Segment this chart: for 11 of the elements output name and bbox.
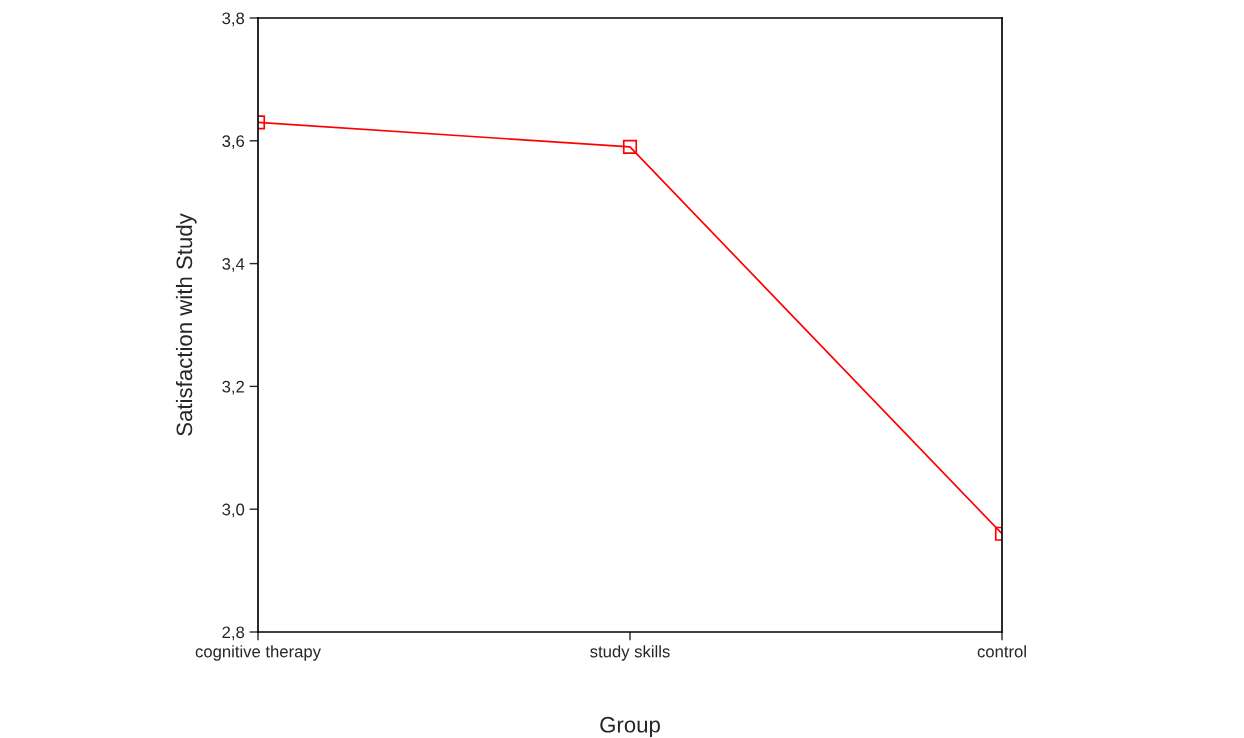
y-tick-label: 3,6 <box>222 135 245 149</box>
x-tick-label: study skills <box>590 645 670 661</box>
y-tick-label: 3,8 <box>222 12 245 27</box>
x-tick-label: control <box>977 645 1026 658</box>
y-axis-title: Satisfaction with Study <box>175 213 197 436</box>
y-tick-label: 3,2 <box>222 380 244 395</box>
x-axis-title: Group <box>600 716 660 737</box>
y-tick-label: 2,8 <box>222 626 245 641</box>
y-tick-label: 3,0 <box>222 503 245 518</box>
y-tick-label: 3,4 <box>222 258 245 272</box>
x-tick-label: cognitive therapy <box>195 645 321 661</box>
